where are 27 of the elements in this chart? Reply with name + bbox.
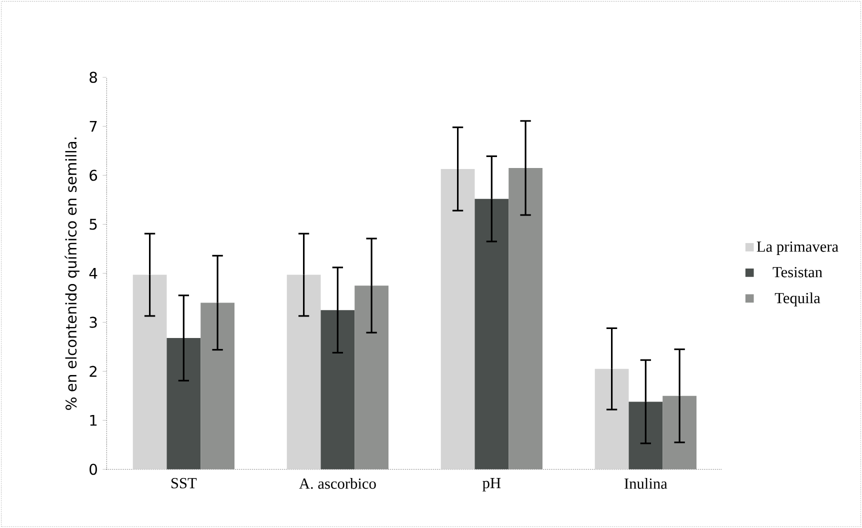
y-tick-label: 5 [90, 218, 97, 230]
y-tick-label: 0 [90, 464, 97, 475]
y-tick-label: 3 [90, 316, 97, 328]
bar [594, 368, 629, 470]
y-tick-label: 7 [90, 120, 97, 132]
bar [286, 274, 321, 470]
bar [132, 274, 167, 470]
y-tick-label: 4 [89, 268, 98, 279]
bar [166, 338, 201, 470]
y-tick-label: 8 [90, 72, 97, 83]
y-axis-title: % en elcontenido químico en semilla. [64, 138, 80, 410]
x-tick-label: Inulina [624, 478, 668, 489]
legend-label: La primavera [756, 242, 838, 255]
y-tick-label: 6 [90, 170, 98, 181]
x-tick-label: A. ascorbico [299, 478, 376, 489]
bar [354, 286, 388, 470]
bar [200, 302, 234, 470]
bar [508, 168, 542, 470]
y-tick-label: 2 [90, 366, 96, 377]
legend-label: Tequila [774, 292, 820, 306]
x-tick-label: pH [482, 478, 501, 492]
bar [474, 198, 509, 470]
y-tick-label: 1 [90, 414, 97, 426]
bar [320, 310, 355, 470]
bar [440, 168, 475, 470]
x-tick-label: SST [171, 478, 197, 488]
legend-label: Tesistan [772, 267, 822, 278]
